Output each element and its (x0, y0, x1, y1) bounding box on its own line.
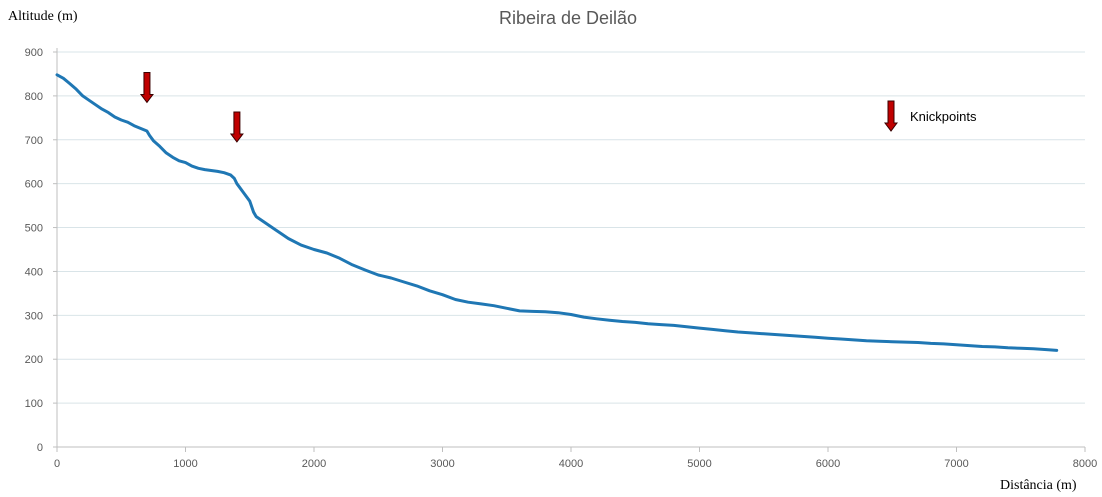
y-tick-label: 500 (25, 223, 43, 235)
grid-lines (57, 51, 1085, 404)
series-group (55, 73, 1059, 352)
x-tick-label: 5000 (687, 458, 711, 470)
x-tick-label: 0 (54, 458, 60, 470)
chart-title: Ribeira de Deilão (499, 8, 637, 28)
x-tick-label: 3000 (430, 458, 454, 470)
y-tick-label: 700 (25, 135, 43, 147)
y-axis-label: Altitude (m) (8, 9, 78, 24)
x-tick-label: 1000 (173, 458, 197, 470)
y-tick-label: 600 (25, 179, 43, 191)
knickpoint-marker-1 (139, 71, 154, 104)
knickpoint-arrow-shape (229, 111, 244, 143)
knickpoint-marker-2 (229, 111, 244, 143)
x-axis-label: Distância (m) (1000, 478, 1077, 493)
y-tick-label: 300 (25, 310, 43, 322)
y-tick-label: 200 (25, 354, 43, 366)
y-tick-label: 0 (37, 442, 43, 454)
axes (53, 48, 1086, 452)
x-tick-label: 8000 (1073, 458, 1097, 470)
knickpoint-arrow-shape (139, 71, 154, 104)
y-tick-label: 800 (25, 91, 43, 103)
legend-knickpoint-marker (884, 100, 898, 132)
legend-label: Knickpoints (910, 109, 977, 124)
x-tick-labels: 0 1000 2000 3000 4000 5000 6000 7000 8000 (54, 458, 1097, 470)
x-tick-label: 6000 (816, 458, 840, 470)
knickpoint-markers (139, 71, 244, 143)
legend-arrow-icon (884, 100, 898, 132)
knickpoint-arrow-shape (884, 100, 898, 132)
x-tick-label: 7000 (944, 458, 968, 470)
legend: Knickpoints (884, 100, 977, 132)
series-line-0 (55, 73, 1059, 352)
x-tick-label: 2000 (302, 458, 326, 470)
y-tick-label: 900 (25, 47, 43, 59)
y-tick-label: 400 (25, 266, 43, 278)
y-tick-labels: 0 100 200 300 400 500 600 700 800 900 (25, 47, 43, 454)
x-tick-label: 4000 (559, 458, 583, 470)
y-tick-label: 100 (25, 398, 43, 410)
